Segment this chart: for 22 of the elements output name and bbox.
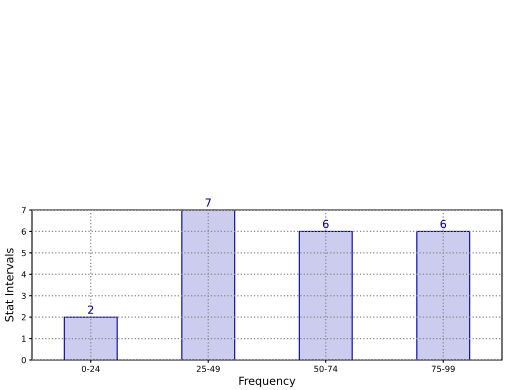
x-tick-label: 0-24 [82,366,100,372]
y-tick-label: 6 [22,228,26,235]
bar [298,230,353,360]
bar [416,230,470,360]
y-tick-label: 1 [22,336,26,342]
data-label: 6 [440,220,446,228]
y-tick-label: 5 [22,250,26,256]
y-tick-label: 4 [22,271,26,278]
y-tick-label: 3 [22,292,26,299]
data-label: 2 [88,306,94,314]
y-tick-label: 0 [22,356,26,364]
x-tick-label: 75-99 [432,366,455,372]
y-axis-title: Stat Intervals [4,248,14,322]
y-tick-label: 7 [22,207,26,214]
data-label: 7 [206,198,211,207]
x-tick-label: 25-49 [196,366,220,372]
data-label: 6 [322,220,329,228]
bar [181,210,236,360]
bar [64,316,118,360]
x-axis-title: Frequency [239,376,296,388]
x-tick-label: 50-74 [314,366,338,372]
y-tick-label: 2 [22,314,26,320]
